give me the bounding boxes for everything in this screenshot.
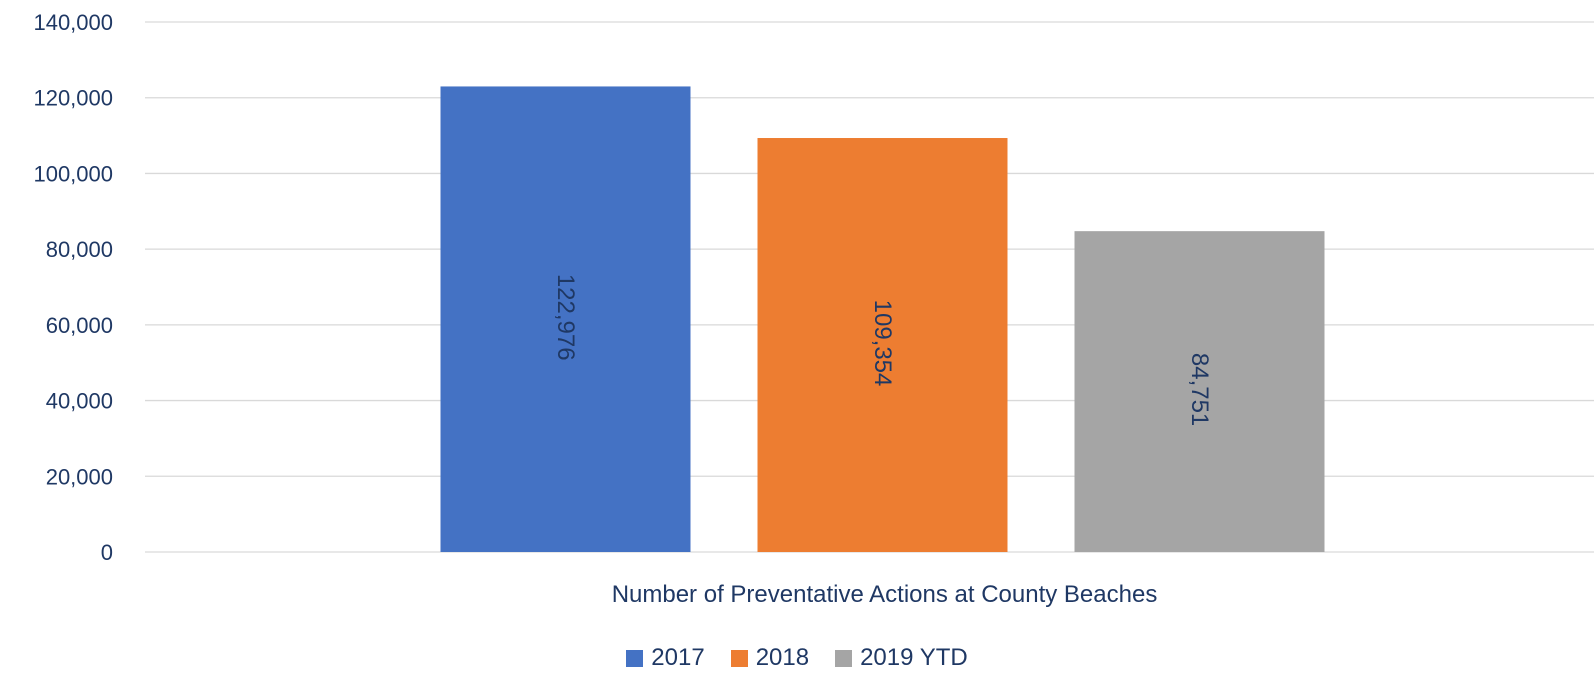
y-tick-label: 40,000 bbox=[46, 389, 113, 414]
legend-swatch bbox=[626, 649, 644, 667]
data-labels: 122,976 109,354 84,751 bbox=[552, 274, 1213, 426]
bar-2019-ytd bbox=[1074, 231, 1325, 552]
y-tick-label: 100,000 bbox=[33, 161, 113, 186]
y-tick-label: 0 bbox=[101, 540, 113, 565]
legend-label: 2018 bbox=[755, 644, 810, 671]
bar-chart: 0 20,000 40,000 60,000 80,000 100,000 120,000 1… bbox=[33, 10, 1594, 608]
data-label: 84,751 bbox=[1186, 353, 1213, 426]
bar-2018 bbox=[757, 138, 1008, 552]
bar-2017 bbox=[440, 86, 691, 552]
y-axis-tick-labels: 0 20,000 40,000 60,000 80,000 100,000 120,000 1… bbox=[33, 10, 113, 565]
legend: 2017 2018 2019 YTD bbox=[0, 638, 1594, 678]
y-tick-label: 120,000 bbox=[33, 86, 113, 111]
legend-swatch bbox=[730, 649, 748, 667]
legend-item: 2019 YTD bbox=[835, 644, 968, 672]
y-tick-label: 60,000 bbox=[46, 313, 113, 338]
y-tick-label: 140,000 bbox=[33, 10, 113, 35]
y-tick-label: 80,000 bbox=[46, 237, 113, 262]
bars bbox=[440, 86, 1325, 552]
legend-item: 2018 bbox=[730, 644, 810, 672]
y-tick-label: 20,000 bbox=[46, 464, 113, 489]
data-label: 109,354 bbox=[869, 300, 896, 387]
category-label: Number of Preventative Actions at County… bbox=[612, 581, 1158, 608]
category-labels: Number of Preventative Actions at County… bbox=[612, 581, 1158, 608]
legend-item: 2017 bbox=[626, 644, 705, 672]
legend-swatch bbox=[835, 649, 853, 667]
data-label: 122,976 bbox=[552, 274, 579, 361]
legend-label: 2019 YTD bbox=[860, 644, 968, 671]
legend-label: 2017 bbox=[651, 644, 705, 671]
